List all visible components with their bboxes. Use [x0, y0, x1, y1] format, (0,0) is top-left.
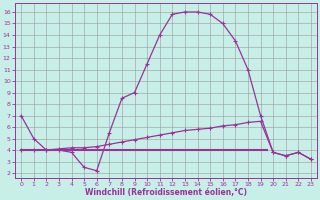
X-axis label: Windchill (Refroidissement éolien,°C): Windchill (Refroidissement éolien,°C): [85, 188, 247, 197]
